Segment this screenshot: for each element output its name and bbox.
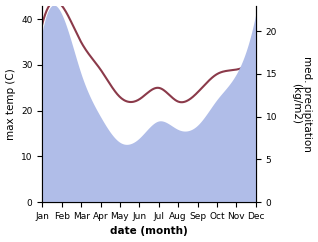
X-axis label: date (month): date (month) [110, 227, 188, 236]
Y-axis label: med. precipitation
(kg/m2): med. precipitation (kg/m2) [291, 56, 313, 152]
Y-axis label: max temp (C): max temp (C) [5, 68, 16, 140]
